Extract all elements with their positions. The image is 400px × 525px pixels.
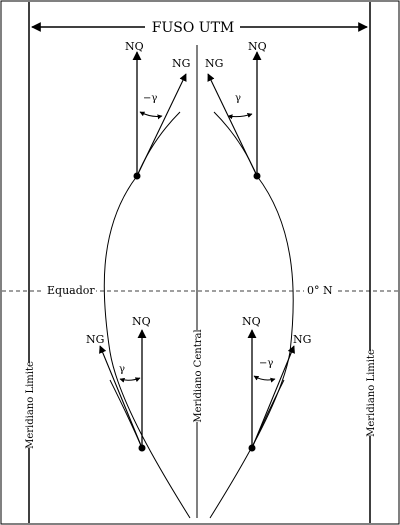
north-left-quadrant: NQ NG −γ: [125, 40, 190, 180]
south-right-gamma-arc: [253, 375, 276, 383]
central-meridian-label-bg: [191, 330, 204, 422]
south-right-meridian-tangent: [251, 379, 285, 449]
zone-title: FUSO UTM: [152, 20, 235, 36]
equator-label-bg: [44, 283, 96, 297]
central-meridian-label: Meridiano Central: [193, 329, 204, 422]
south-right-ng-label: NG: [293, 333, 311, 346]
south-right-gamma-label: −γ: [259, 358, 273, 369]
south-left-meridian-tangent: [109, 379, 143, 449]
north-right-quadrant: NQ NG γ: [205, 40, 267, 180]
south-left-gamma-arc: [119, 377, 141, 383]
north-right-gamma-label: γ: [235, 93, 241, 104]
south-right-point: [248, 444, 256, 452]
north-right-point: [253, 172, 261, 180]
north-right-ng-arrow: [207, 73, 258, 177]
equator-label: Equador: [47, 284, 95, 297]
left-limit-label-bg: [23, 362, 36, 448]
north-right-nq-label: NQ: [248, 40, 267, 53]
south-left-point: [138, 444, 146, 452]
south-left-gamma-label: γ: [119, 364, 125, 375]
north-left-gamma-label: −γ: [143, 93, 157, 104]
north-right-meridian-tangent: [213, 111, 258, 177]
north-left-ng-arrow: [136, 73, 187, 177]
left-meridian-curve: [103, 175, 191, 519]
south-right-quadrant: NQ NG −γ: [242, 315, 311, 452]
north-left-nq-label: NQ: [125, 40, 144, 53]
latitude-label-bg: [304, 283, 338, 297]
north-left-point: [133, 172, 141, 180]
north-left-gamma-arc: [139, 111, 163, 120]
left-limit-meridian-label: Meridiano Limite: [25, 361, 36, 449]
south-right-nq-label: NQ: [242, 315, 261, 328]
right-limit-label-bg: [364, 350, 377, 436]
south-left-ng-label: NG: [86, 333, 104, 346]
right-limit-meridian-label: Meridiano Limite: [366, 349, 377, 437]
south-left-ng-arrow: [99, 345, 143, 449]
north-right-ng-label: NG: [205, 57, 223, 70]
south-right-ng-arrow: [251, 345, 295, 449]
north-left-ng-label: NG: [172, 57, 190, 70]
south-left-quadrant: NQ NG γ: [86, 315, 151, 452]
north-left-meridian-tangent: [136, 111, 181, 177]
north-right-gamma-arc: [227, 113, 253, 120]
south-left-nq-label: NQ: [132, 315, 151, 328]
latitude-label: 0° N: [307, 284, 333, 297]
